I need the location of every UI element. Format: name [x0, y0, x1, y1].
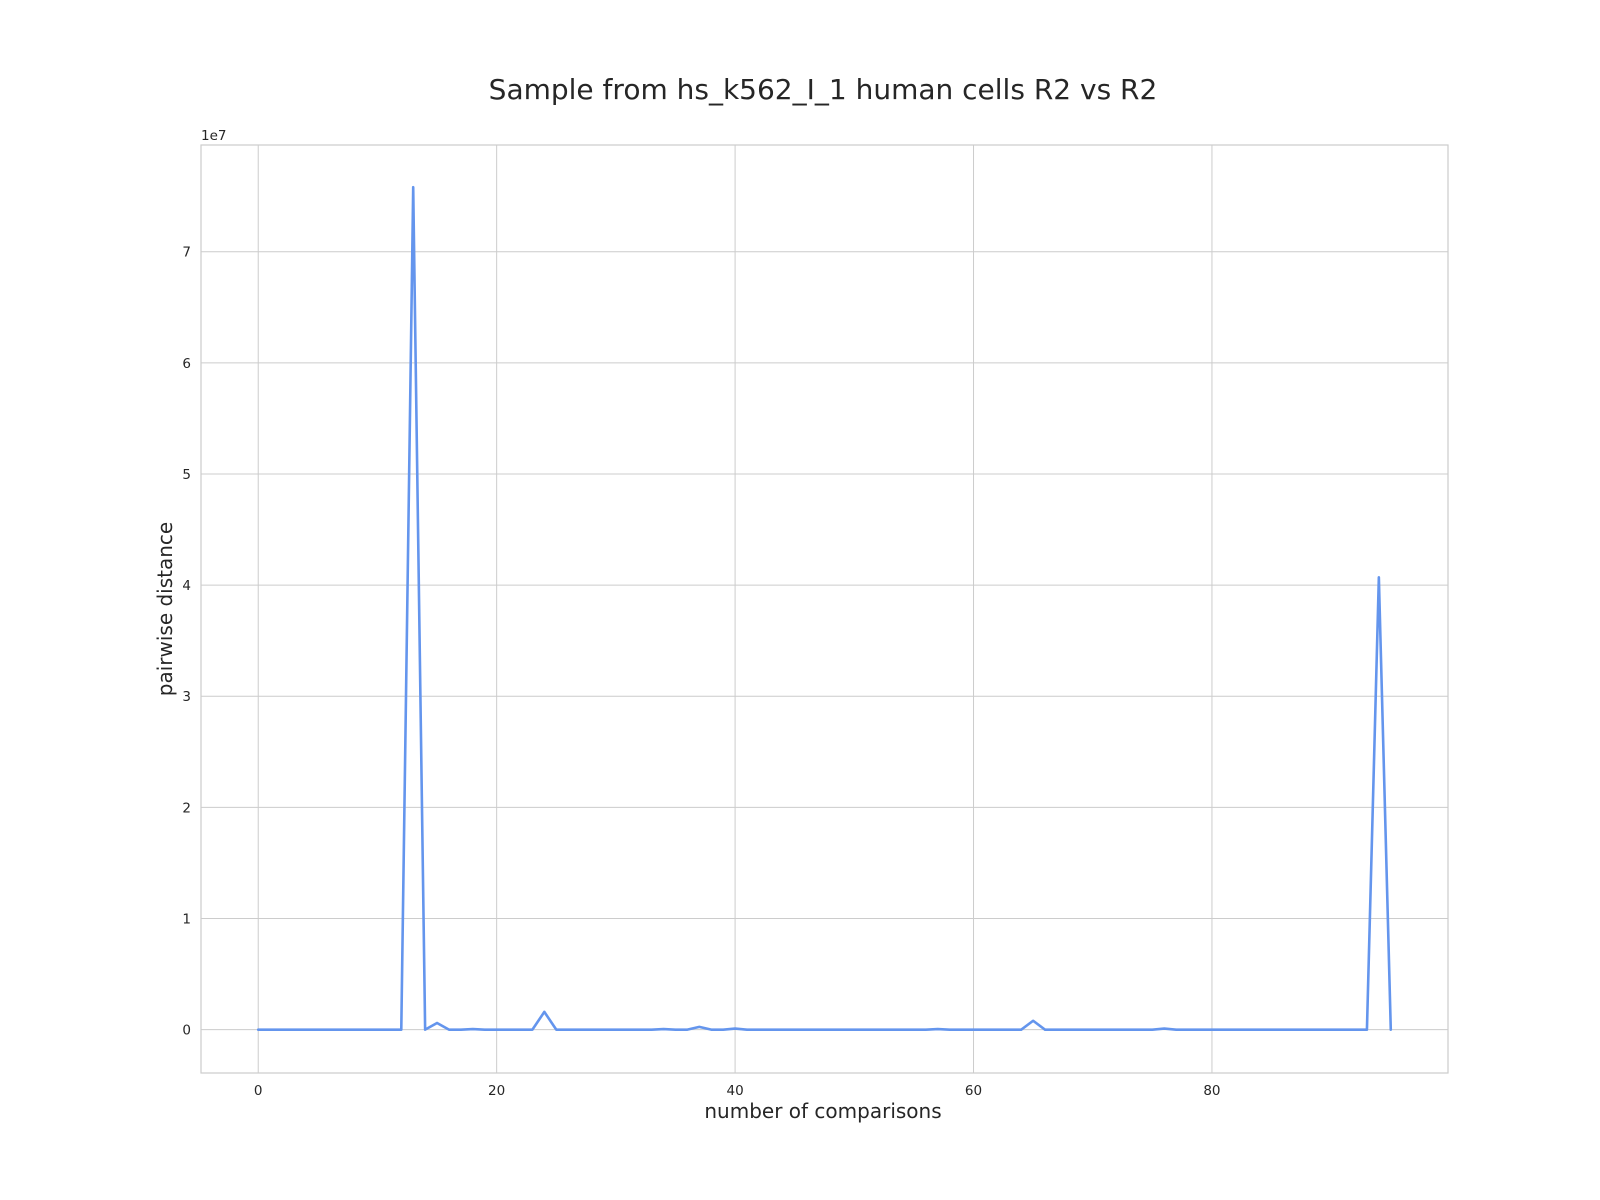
y-tick-label: 7 [182, 245, 191, 261]
y-tick-label: 4 [182, 578, 191, 594]
y-offset-label: 1e7 [201, 128, 226, 144]
y-tick-labels: 0 1 2 3 4 5 6 7 [182, 245, 191, 1039]
x-tick-label: 20 [488, 1083, 505, 1099]
plot-frame [200, 144, 1449, 1074]
y-tick-label: 3 [182, 689, 191, 705]
x-tick-label: 0 [254, 1083, 263, 1099]
series-line-0 [256, 185, 1393, 1031]
x-tick-labels: 0 20 40 60 80 [254, 1083, 1221, 1099]
y-axis-label: pairwise distance [153, 522, 177, 696]
chart-title: Sample from hs_k562_I_1 human cells R2 v… [489, 73, 1158, 106]
x-tick-label: 80 [1203, 1083, 1220, 1099]
x-axis-label: number of comparisons [704, 1099, 941, 1123]
grid [201, 145, 1448, 1073]
x-tick-label: 40 [726, 1083, 743, 1099]
x-tick-label: 60 [965, 1083, 982, 1099]
y-tick-label: 5 [182, 467, 191, 483]
y-tick-label: 0 [182, 1023, 191, 1039]
y-tick-label: 6 [182, 356, 191, 372]
y-tick-label: 2 [182, 800, 191, 816]
series-layer [256, 185, 1393, 1031]
y-tick-label: 1 [182, 912, 191, 928]
